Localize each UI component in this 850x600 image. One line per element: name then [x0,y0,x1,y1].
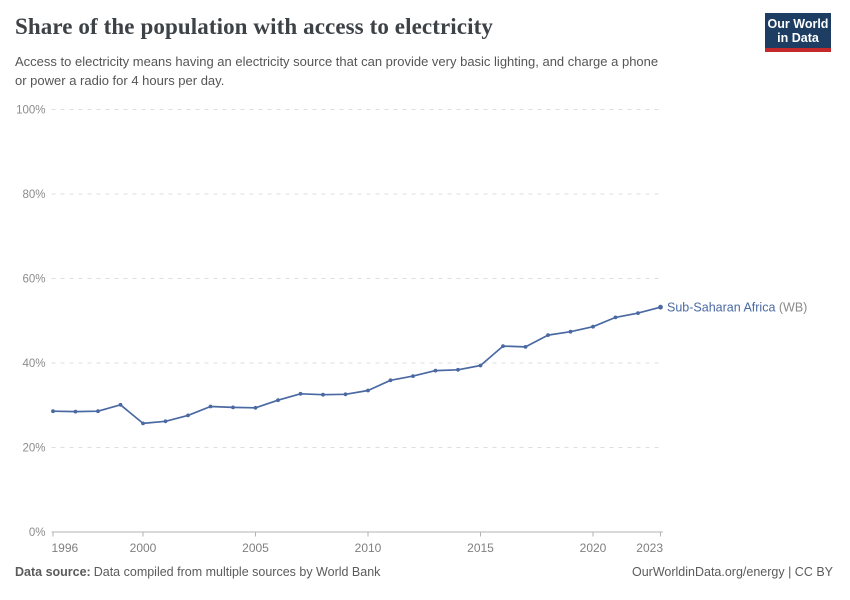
series-label-name: Sub-Saharan Africa [667,301,775,315]
page-title: Share of the population with access to e… [15,14,493,39]
owid-logo-line-1: Our World [767,17,829,31]
data-point [253,405,258,410]
data-source-label: Data source: [15,565,91,579]
x-axis-tick-label: 2010 [355,541,382,555]
data-point [298,391,303,396]
y-axis-tick-label: 100% [16,105,45,117]
data-point [366,388,370,393]
y-axis-tick-label: 40% [22,358,45,370]
data-point [523,345,528,349]
data-point [141,421,145,426]
data-point [343,392,348,397]
data-point [636,311,640,315]
series-line [52,306,662,425]
data-source: Data source: Data compiled from multiple … [15,565,380,579]
x-axis-tick-label: 2020 [580,541,607,555]
data-point [501,344,505,348]
data-point [568,329,573,334]
y-axis-tick-label: 20% [22,443,45,455]
data-point [73,409,78,414]
series-label: Sub-Saharan Africa (WB) [667,301,807,315]
data-point [208,404,213,409]
owid-logo-line-2: in Data [777,31,819,45]
y-axis-tick-label: 60% [22,274,45,286]
subtitle-line-1: Access to electricity means having an el… [15,54,659,69]
data-point [51,409,55,414]
x-axis-tick-label: 1996 [52,541,79,555]
data-point [231,405,235,410]
series-label-suffix: (WB) [775,301,807,315]
y-axis-tick-label: 80% [22,189,45,201]
data-point [411,374,415,378]
data-point [388,378,393,383]
data-point [546,333,550,337]
x-axis-tick-label: 2000 [130,541,157,555]
data-source-text: Data compiled from multiple sources by W… [93,565,381,579]
data-point [118,402,123,407]
series-end-point [658,304,663,310]
x-axis-tick-label: 2023 [636,541,663,555]
data-point [163,419,168,424]
subtitle-line-2: or power a radio for 4 hours per day. [15,73,225,88]
data-point [96,409,100,414]
footer-license-link[interactable]: OurWorldinData.org/energy | CC BY [631,565,833,579]
x-axis-tick-label: 2015 [467,541,494,555]
data-point [478,363,483,368]
data-point [433,368,438,373]
data-point [456,367,460,372]
data-point [276,398,280,403]
chart-subtitle: Access to electricity means having an el… [15,52,658,90]
x-axis-tick-label: 2005 [242,541,269,555]
y-axis-tick-label: 0% [29,527,46,539]
data-point [613,315,618,320]
data-point [591,324,595,329]
data-point [186,413,190,418]
owid-logo[interactable]: Our World in Data [765,13,831,52]
data-point [321,392,325,397]
